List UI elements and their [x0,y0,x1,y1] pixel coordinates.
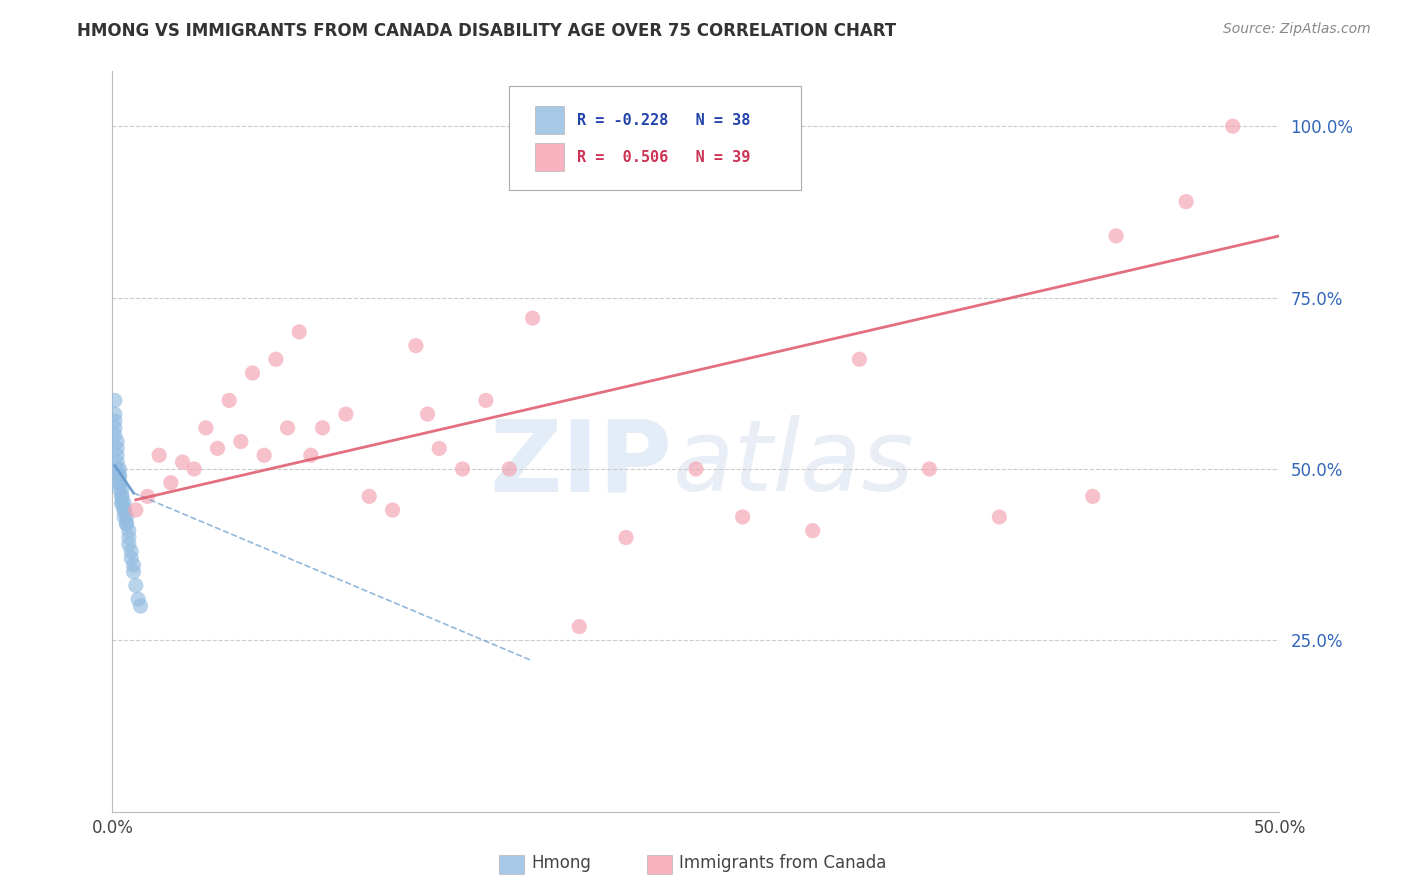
Text: R =  0.506   N = 39: R = 0.506 N = 39 [576,150,751,165]
Bar [534,106,564,135]
Point [311,421,333,435]
Point [405,338,427,352]
Point [122,565,145,579]
Point [104,393,127,408]
Point [125,503,148,517]
Point [108,468,131,483]
Point [381,503,404,517]
Point [918,462,941,476]
Point [1081,489,1104,503]
Point [335,407,357,421]
Point [112,503,135,517]
Point [108,468,131,483]
Point [105,434,128,449]
Point [253,448,276,462]
Text: HMONG VS IMMIGRANTS FROM CANADA DISABILITY AGE OVER 75 CORRELATION CHART: HMONG VS IMMIGRANTS FROM CANADA DISABILI… [77,22,897,40]
Point [111,489,134,503]
FancyBboxPatch shape [509,87,801,190]
Point [111,483,134,497]
Point [108,475,131,490]
Point [120,544,142,558]
Point [685,462,707,476]
Point [568,619,591,633]
Point [118,531,141,545]
Point [801,524,824,538]
Point [614,531,637,545]
Point [125,578,148,592]
Point [112,496,135,510]
Point [111,496,134,510]
Point [115,516,138,531]
Point [276,421,298,435]
Point [475,393,498,408]
Point [115,510,138,524]
Point [299,448,322,462]
Point [104,427,127,442]
Point [104,414,127,428]
Point [264,352,287,367]
Point [120,551,142,566]
Point [108,475,131,490]
Point [242,366,264,380]
Point [112,510,135,524]
Point [127,592,149,607]
Point [848,352,870,367]
Point [207,442,229,456]
Point [183,462,205,476]
Point [218,393,240,408]
Point [105,442,128,456]
Point [522,311,544,326]
Point [1105,228,1128,243]
Point [148,448,170,462]
Point [172,455,194,469]
Point [111,489,134,503]
Text: ZIP: ZIP [489,416,672,512]
Point [105,462,128,476]
Text: R = -0.228   N = 38: R = -0.228 N = 38 [576,112,751,128]
Point [1222,119,1244,133]
Point [731,510,754,524]
Point [104,421,127,435]
Point [105,455,128,469]
Point [118,537,141,551]
Point [1175,194,1198,209]
Point [129,599,152,613]
Bar [534,144,564,171]
Point [988,510,1011,524]
Point [229,434,252,449]
Point [118,524,141,538]
Point [104,407,127,421]
Point [359,489,381,503]
Text: Immigrants from Canada: Immigrants from Canada [679,855,886,872]
Point [498,462,520,476]
Point [108,483,131,497]
Point [288,325,311,339]
Point [160,475,183,490]
Point [122,558,145,572]
Point [112,503,135,517]
Text: Hmong: Hmong [531,855,592,872]
Point [111,496,134,510]
Point [416,407,439,421]
Point [105,448,128,462]
Point [108,462,131,476]
Point [136,489,159,503]
Text: Source: ZipAtlas.com: Source: ZipAtlas.com [1223,22,1371,37]
Point [451,462,474,476]
Point [194,421,217,435]
Text: atlas: atlas [672,416,914,512]
Point [427,442,450,456]
Point [115,516,138,531]
